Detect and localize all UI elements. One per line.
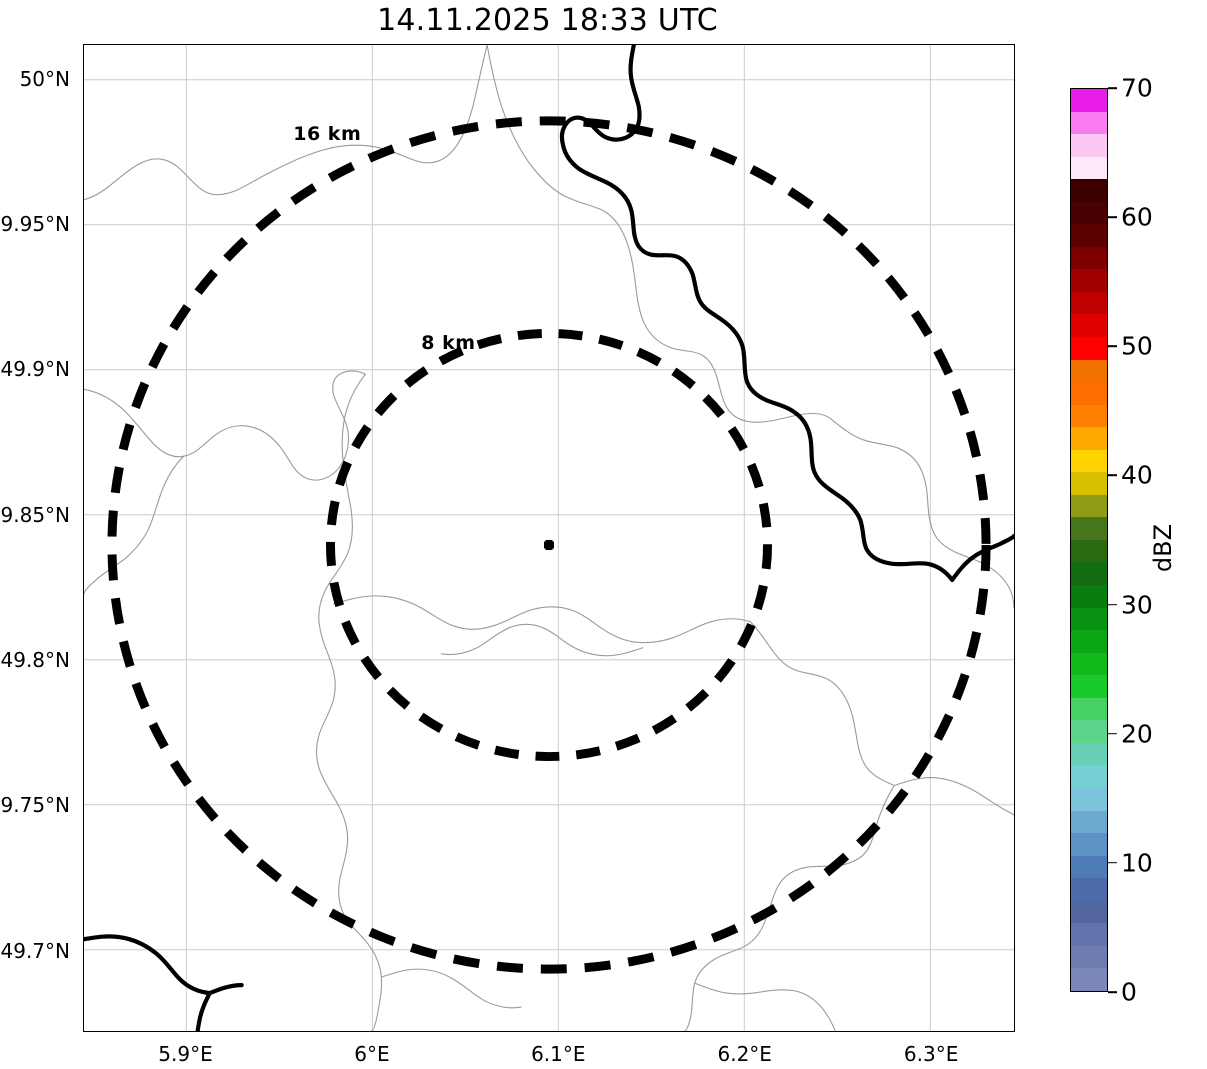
range-rings — [107, 116, 991, 974]
plus-marker — [544, 539, 554, 550]
range-ring-label-8km: 8 km — [421, 331, 476, 354]
colorbar-tick-mark — [1108, 991, 1117, 993]
colorbar-band — [1071, 156, 1107, 180]
colorbar-band — [1071, 89, 1107, 112]
colorbar-band — [1071, 291, 1107, 315]
colorbar-band — [1071, 585, 1107, 608]
x-axis-tick-label: 6.2°E — [717, 1042, 772, 1066]
colorbar-band — [1071, 878, 1107, 901]
colorbar-band — [1071, 833, 1107, 856]
colorbar-ticks: 0 10 20 30 40 50 60 70 — [1108, 0, 1207, 1069]
colorbar-tick-mark — [1108, 603, 1117, 606]
colorbar-band — [1071, 675, 1107, 698]
colorbar-band — [1071, 269, 1107, 292]
radar-plot-area[interactable]: 16 km 8 km — [83, 44, 1015, 1032]
colorbar-axis-label: dBZ — [1149, 523, 1177, 573]
colorbar-tick-label: 10 — [1121, 848, 1153, 878]
colorbar-tick-label: 60 — [1121, 202, 1153, 232]
y-axis-tick-label: 49.8°N — [0, 648, 71, 673]
colorbar-band — [1071, 900, 1107, 924]
colorbar-band — [1071, 337, 1107, 360]
x-axis-tick-label: 5.9°E — [158, 1042, 213, 1066]
colorbar-band — [1071, 179, 1107, 202]
colorbar-band — [1071, 134, 1107, 157]
range-ring-16km — [107, 116, 991, 974]
colorbar-band — [1071, 472, 1107, 495]
colorbar-band — [1071, 697, 1107, 721]
colorbar-band — [1071, 630, 1107, 653]
x-axis-tick-label: 6°E — [354, 1042, 390, 1066]
colorbar-band — [1071, 517, 1107, 540]
colorbar-band — [1071, 765, 1107, 788]
y-axis-tick-labels: 50°N 49.95°N 49.9°N 49.85°N 49.8°N 49.75°N 49.… — [0, 0, 78, 1069]
colorbar-band — [1071, 855, 1107, 879]
x-axis-tick-label: 6.3°E — [903, 1042, 959, 1066]
colorbar-band — [1071, 359, 1107, 383]
colorbar-tick-mark — [1108, 732, 1117, 735]
colorbar-band — [1071, 923, 1107, 946]
colorbar-band — [1071, 652, 1107, 676]
y-axis-tick-label: 49.95°N — [0, 212, 70, 237]
colorbar-band — [1071, 314, 1107, 338]
page-title: 14.11.2025 18:33 UTC — [377, 3, 718, 38]
colorbar-tick-label: 50 — [1121, 331, 1153, 361]
colorbar-band — [1071, 742, 1107, 766]
colorbar-band — [1071, 968, 1107, 991]
x-axis-tick-label: 6.1°E — [531, 1042, 586, 1066]
colorbar-band — [1071, 787, 1107, 811]
colorbar-band — [1071, 382, 1107, 405]
y-axis-tick-label: 49.9°N — [0, 357, 71, 382]
colorbar-tick-label: 70 — [1121, 73, 1153, 103]
colorbar-tick-label: 0 — [1121, 977, 1137, 1007]
colorbar-tick-mark — [1108, 474, 1117, 477]
y-axis-tick-label: 49.85°N — [0, 502, 70, 527]
y-axis-tick-label: 50°N — [19, 66, 70, 91]
colorbar-band — [1071, 404, 1107, 428]
colorbar-band — [1071, 539, 1107, 563]
colorbar-tick-mark — [1108, 345, 1117, 348]
colorbar-band — [1071, 562, 1107, 586]
colorbar-band — [1071, 945, 1107, 969]
colorbar-band — [1071, 720, 1107, 743]
colorbar-tick-mark — [1108, 862, 1117, 864]
admin-boundary-lines — [84, 45, 1014, 1031]
colorbar-band — [1071, 494, 1107, 518]
colorbar-band — [1071, 427, 1107, 450]
colorbar-band — [1071, 607, 1107, 631]
colorbar-tick-mark — [1108, 216, 1117, 218]
colorbar-band — [1071, 246, 1107, 270]
colorbar-band — [1071, 201, 1107, 225]
colorbar-band — [1071, 810, 1107, 834]
colorbar[interactable] — [1070, 88, 1108, 992]
colorbar-tick-mark — [1108, 87, 1117, 89]
y-axis-tick-label: 49.7°N — [0, 938, 71, 963]
y-axis-tick-label: 49.75°N — [0, 793, 70, 818]
radar-map-canvas — [84, 45, 1014, 1031]
colorbar-band — [1071, 111, 1107, 135]
map-gridlines — [84, 45, 1014, 1031]
range-ring-label-16km: 16 km — [293, 122, 362, 145]
colorbar-tick-label: 40 — [1121, 460, 1153, 490]
colorbar-tick-label: 20 — [1121, 719, 1153, 749]
range-ring-8km — [325, 328, 773, 762]
colorbar-band — [1071, 224, 1107, 247]
colorbar-band — [1071, 449, 1107, 473]
colorbar-tick-label: 30 — [1121, 590, 1153, 620]
